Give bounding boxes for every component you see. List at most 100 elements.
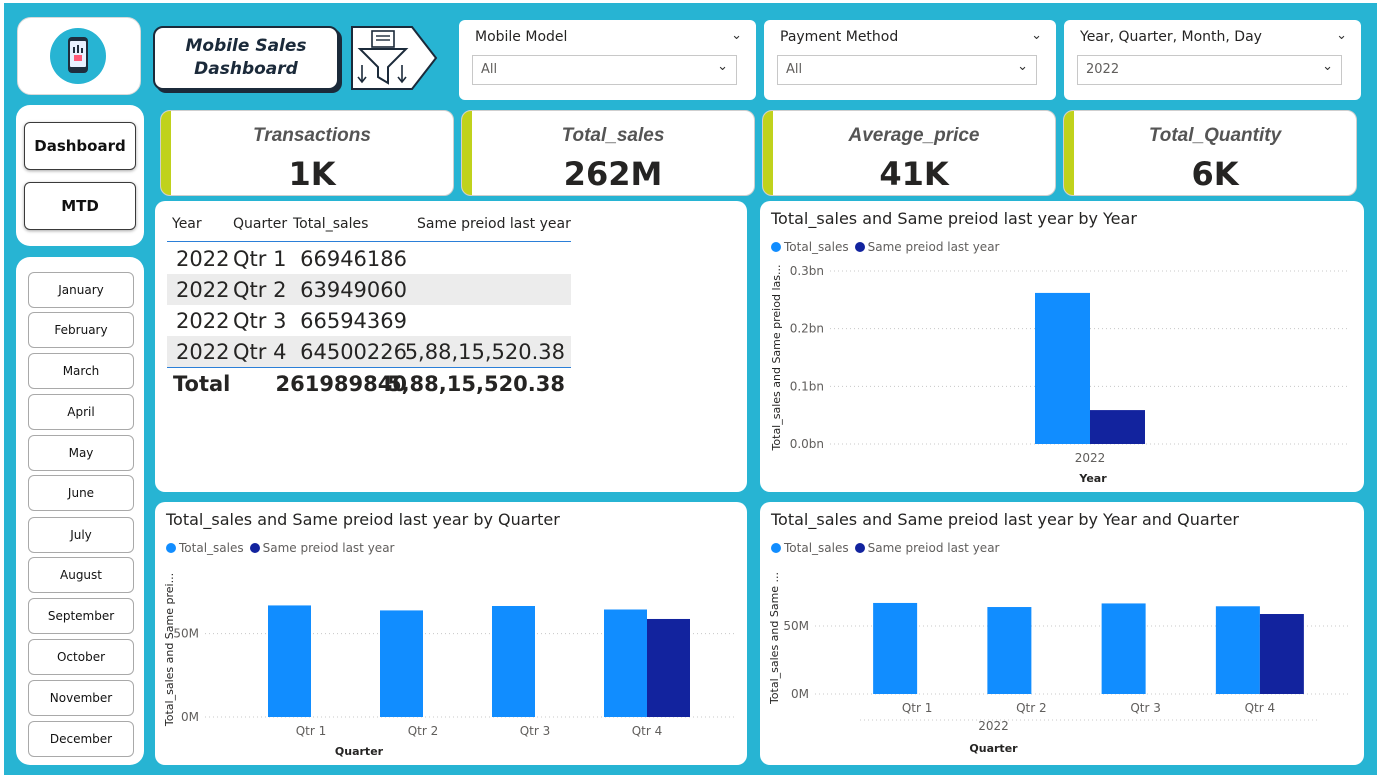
column-header-same-period[interactable]: Same preiod last year [417, 216, 571, 232]
chart-legend[interactable]: Total_sales Same preiod last year [771, 240, 1005, 254]
column-header-total-sales[interactable]: Total_sales [293, 216, 369, 232]
x-tick-label: Qtr 4 [632, 724, 663, 738]
chart-plot: 0.0bn 0.1bn 0.2bn 0.3bn 2022 Year Total_sales … [770, 264, 1350, 485]
filter-date-hierarchy[interactable]: Year, Quarter, Month, Day ⌄ 2022 ⌄ [1064, 20, 1361, 100]
cell-same-period: 5,88,15,520.38 [404, 340, 565, 364]
month-button-january[interactable]: January [28, 272, 134, 308]
month-button-may[interactable]: May [28, 435, 134, 471]
x-tick-label: Qtr 2 [1016, 701, 1047, 715]
chevron-down-icon[interactable]: ⌄ [731, 28, 742, 43]
y-axis-title: Total_sales and Same preiod las... [770, 265, 783, 452]
funnel-filter-icon[interactable] [350, 25, 440, 91]
month-button-february[interactable]: February [28, 312, 134, 348]
y-tick-label: 50M [783, 619, 809, 633]
x-tick-label: Qtr 3 [520, 724, 551, 738]
filter-dropdown[interactable]: All ⌄ [472, 55, 737, 85]
table-row[interactable]: 2022 Qtr 1 66946186 [167, 243, 571, 274]
chart-by-year-and-quarter[interactable]: Total_sales and Same preiod last year by… [760, 502, 1364, 765]
dashboard-button[interactable]: Dashboard [24, 122, 136, 170]
dashboard-title: Mobile Sales Dashboard [153, 26, 339, 90]
cell-year: 2022 [176, 340, 230, 364]
bar-same-period [1259, 614, 1304, 694]
legend-marker [771, 543, 781, 553]
cell-total-sales: 64500226 [300, 340, 407, 364]
chart-title: Total_sales and Same preiod last year by… [771, 510, 1239, 529]
bar-total-sales [604, 609, 647, 717]
chart-title: Total_sales and Same preiod last year by… [166, 510, 560, 529]
bar-same-period [647, 618, 690, 717]
x-tick-label: Qtr 2 [408, 724, 439, 738]
chart-legend[interactable]: Total_sales Same preiod last year [166, 541, 400, 555]
legend-marker [166, 543, 176, 553]
mtd-button[interactable]: MTD [24, 182, 136, 230]
legend-label: Same preiod last year [262, 541, 395, 555]
title-line1: Mobile Sales [185, 36, 307, 56]
table-total-row[interactable]: Total 261989840 5,88,15,520.38 [167, 368, 571, 399]
nav-panel: Dashboard MTD [16, 105, 144, 246]
kpi-card-total-sales: Total_sales 262M [461, 110, 755, 196]
filter-label: Payment Method [780, 29, 899, 45]
kpi-value: 1K [288, 155, 336, 193]
cell-quarter: Qtr 3 [233, 309, 287, 333]
column-header-quarter[interactable]: Quarter [233, 216, 288, 232]
chevron-down-icon[interactable]: ⌄ [1336, 28, 1347, 43]
cell-total-sales: 63949060 [300, 278, 407, 302]
logo-card [17, 17, 141, 95]
filter-dropdown[interactable]: 2022 ⌄ [1077, 55, 1342, 85]
filter-dropdown[interactable]: All ⌄ [777, 55, 1037, 85]
legend-marker [854, 543, 865, 553]
cell-quarter: Qtr 4 [233, 340, 287, 364]
cell-total-sales: 66946186 [300, 247, 407, 271]
x-tick-label: Qtr 1 [296, 724, 327, 738]
column-header-year[interactable]: Year [172, 216, 202, 232]
table-row[interactable]: 2022 Qtr 4 64500226 5,88,15,520.38 [167, 336, 571, 367]
cell-quarter: Qtr 1 [233, 247, 287, 271]
chevron-down-icon[interactable]: ⌄ [1031, 28, 1042, 43]
x-axis-title: Year [1078, 472, 1107, 485]
bar-total-sales [1035, 292, 1090, 444]
x-tick-label: 2022 [1075, 451, 1106, 465]
filter-payment-method[interactable]: Payment Method ⌄ All ⌄ [764, 20, 1056, 100]
legend-label: Total_sales [784, 541, 849, 555]
chevron-down-icon: ⌄ [1017, 59, 1028, 74]
y-tick-label: 0M [181, 710, 199, 724]
kpi-card-transactions: Transactions 1K [160, 110, 454, 196]
month-button-december[interactable]: December [28, 721, 134, 757]
kpi-value: 41K [879, 155, 949, 193]
phone-sales-icon [50, 28, 106, 84]
legend-marker [771, 242, 781, 252]
cell-total-sales: 66594369 [300, 309, 407, 333]
kpi-label: Transactions [253, 125, 371, 146]
table-row[interactable]: 2022 Qtr 2 63949060 [167, 274, 571, 305]
x-tick-label: Qtr 4 [1245, 701, 1276, 715]
x-tick-label: Qtr 3 [1130, 701, 1161, 715]
y-tick-label: 0M [791, 687, 809, 701]
month-button-april[interactable]: April [28, 394, 134, 430]
legend-label: Total_sales [784, 240, 849, 254]
y-tick-label: 0.1bn [790, 379, 824, 393]
chart-legend[interactable]: Total_sales Same preiod last year [771, 541, 1005, 555]
title-line2: Dashboard [194, 59, 298, 79]
kpi-accent [462, 111, 472, 195]
bar-total-sales [987, 607, 1032, 694]
month-button-august[interactable]: August [28, 557, 134, 593]
x-axis-title: Quarter [335, 745, 384, 758]
month-button-october[interactable]: October [28, 639, 134, 675]
month-button-march[interactable]: March [28, 353, 134, 389]
filter-mobile-model[interactable]: Mobile Model ⌄ All ⌄ [459, 20, 756, 100]
cell-same-period: 5,88,15,520.38 [386, 372, 565, 396]
month-button-november[interactable]: November [28, 680, 134, 716]
month-button-september[interactable]: September [28, 598, 134, 634]
filter-value: 2022 [1086, 62, 1120, 77]
chart-by-quarter[interactable]: Total_sales and Same preiod last year by… [155, 502, 747, 765]
x-tick-label: Qtr 1 [902, 701, 933, 715]
month-button-july[interactable]: July [28, 517, 134, 553]
table-row[interactable]: 2022 Qtr 3 66594369 [167, 305, 571, 336]
kpi-value: 6K [1191, 155, 1239, 193]
legend-marker [249, 543, 260, 553]
y-tick-label: 0.0bn [790, 437, 824, 451]
chart-by-year[interactable]: Total_sales and Same preiod last year by… [760, 201, 1364, 492]
month-button-june[interactable]: June [28, 475, 134, 511]
kpi-accent [763, 111, 773, 195]
legend-label: Same preiod last year [867, 240, 1000, 254]
